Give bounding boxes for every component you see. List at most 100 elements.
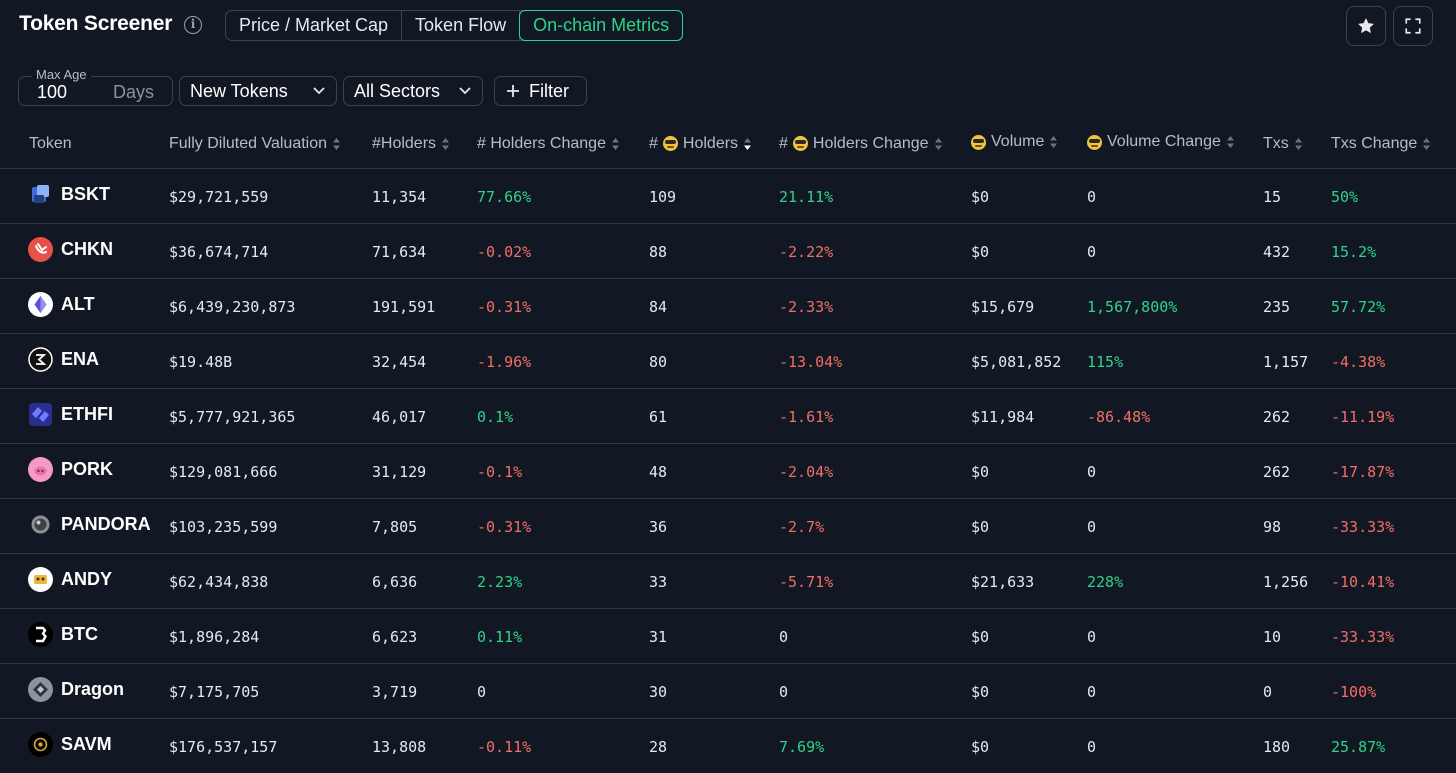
table-row[interactable]: ENA $19.48B 32,454 -1.96% 80 -13.04% $5,081,85… [0,333,1456,389]
table-row[interactable]: SAVM $176,537,157 13,808 -0.11% 28 7.69% $0 0 18… [0,718,1456,773]
tab-token-flow[interactable]: Token Flow [402,11,521,40]
col-header-sm-holders[interactable]: # Holders [649,120,779,169]
sm-holders-change-cell: -2.33% [779,278,971,334]
holders-change-cell: -1.96% [477,333,649,389]
holders-change-cell: -0.02% [477,223,649,279]
table-row[interactable]: ALT $6,439,230,873 191,591 -0.31% 84 -2.33% $1… [0,278,1456,334]
sm-holders-change-cell: -2.7% [779,498,971,554]
txs-change-cell: -33.33% [1331,498,1456,554]
sort-icon [1050,136,1058,148]
sm-holders-cell: 109 [649,168,779,224]
txs-change-cell: 25.87% [1331,718,1456,773]
token-cell[interactable]: BSKT [0,168,169,224]
sort-icon [442,137,450,150]
tab-price-market-cap[interactable]: Price / Market Cap [226,11,403,40]
token-name[interactable]: BSKT [61,183,110,204]
sm-holders-change-cell: 7.69% [779,718,971,773]
holders-cell: 6,623 [372,608,477,664]
fullscreen-button[interactable] [1393,6,1433,46]
token-name[interactable]: ETHFI [61,403,113,424]
table-row[interactable]: BSKT $29,721,559 11,354 77.66% 109 21.11% $0 0 1… [0,168,1456,224]
token-name[interactable]: PORK [61,458,114,479]
favorite-button[interactable] [1346,6,1386,46]
table-row[interactable]: ETHFI $5,777,921,365 46,017 0.1% 61 -1.61% $11… [0,388,1456,444]
holders-cell: 11,354 [372,168,477,224]
token-cell[interactable]: SAVM [0,718,169,773]
pandora-icon [28,512,53,537]
tab-on-chain-metrics[interactable]: On-chain Metrics [519,10,684,41]
ena-icon [28,346,53,372]
sm-holders-change-cell: -1.61% [779,388,971,444]
sort-icon [1226,136,1234,148]
holders-cell: 13,808 [372,718,477,773]
token-name[interactable]: SAVM [61,733,112,754]
table-row[interactable]: CHKN $36,674,714 71,634 -0.02% 88 -2.22% $0 0 43… [0,223,1456,279]
max-age-unit: Days [113,82,155,102]
ethfi-icon [28,402,53,427]
table-row[interactable]: PANDORA $103,235,599 7,805 -0.31% 36 -2.7% $0 0… [0,498,1456,554]
txs-cell: 235 [1263,278,1331,334]
token-cell[interactable]: PANDORA [0,498,169,554]
expand-icon [1405,18,1421,34]
filter-button[interactable]: Filter [494,76,587,106]
token-name[interactable]: ALT [61,293,95,314]
sm-holders-change-cell: -13.04% [779,333,971,389]
token-cell[interactable]: ANDY [0,553,169,609]
txs-change-cell: 50% [1331,168,1456,224]
token-name[interactable]: PANDORA [61,513,151,534]
sm-holders-cell: 84 [649,278,779,334]
table-row[interactable]: PORK $129,081,666 31,129 -0.1% 48 -2.04% $0 0 26… [0,443,1456,499]
txs-change-cell: -17.87% [1331,443,1456,499]
sm-volume-cell: $0 [971,718,1087,773]
col-header-sm-volume-change[interactable]: Volume Change [1087,120,1263,169]
col-header-sm-volume[interactable]: Volume [971,120,1087,169]
col-header-txs[interactable]: Txs [1263,120,1331,169]
txs-change-cell: -10.41% [1331,553,1456,609]
txs-cell: 432 [1263,223,1331,279]
token-name[interactable]: Dragon [61,678,124,699]
token-cell[interactable]: Dragon [0,663,169,719]
holders-cell: 32,454 [372,333,477,389]
holders-change-cell: 2.23% [477,553,649,609]
sort-icon [1294,137,1302,150]
sm-holders-cell: 88 [649,223,779,279]
table-row[interactable]: ANDY $62,434,838 6,636 2.23% 33 -5.71% $21,633… [0,553,1456,609]
token-cell[interactable]: CHKN [0,223,169,279]
token-cell[interactable]: ETHFI [0,388,169,444]
max-age-input[interactable]: Max Age 100 Days [18,67,173,106]
holders-cell: 191,591 [372,278,477,334]
holders-cell: 46,017 [372,388,477,444]
filter-bar: Max Age 100 Days New Tokens All Sectors … [0,62,1456,108]
sort-icon [611,137,619,150]
sm-volume-change-cell: 115% [1087,333,1263,389]
info-icon[interactable]: i [184,16,202,34]
col-header-holders-change[interactable]: # Holders Change [477,120,649,169]
token-type-dropdown[interactable]: New Tokens [179,76,337,106]
sort-desc-icon [744,137,752,150]
token-cell[interactable]: ALT [0,278,169,334]
holders-change-cell: -0.1% [477,443,649,499]
col-header-fdv[interactable]: Fully Diluted Valuation [169,120,372,169]
sectors-dropdown[interactable]: All Sectors [343,76,483,106]
token-name[interactable]: ANDY [61,568,113,589]
max-age-value[interactable]: 100 [37,82,68,102]
holders-change-cell: 0.11% [477,608,649,664]
holders-change-cell: -0.31% [477,498,649,554]
chkn-icon [28,236,53,262]
table-row[interactable]: BTC $1,896,284 6,623 0.11% 31 0 $0 0 10 -33.33% [0,608,1456,664]
token-cell[interactable]: PORK [0,443,169,499]
token-cell[interactable]: ENA [0,333,169,389]
sm-volume-cell: $0 [971,223,1087,279]
col-header-holders[interactable]: #Holders [372,120,477,169]
sm-volume-change-cell: 0 [1087,168,1263,224]
holders-change-cell: -0.31% [477,278,649,334]
token-cell[interactable]: BTC [0,608,169,664]
token-name[interactable]: CHKN [61,238,113,259]
token-name[interactable]: BTC [61,623,98,644]
table-row[interactable]: Dragon $7,175,705 3,719 0 30 0 $0 0 0 -100% [0,663,1456,719]
token-name[interactable]: ENA [61,348,100,369]
txs-change-cell: -11.19% [1331,388,1456,444]
andy-icon [28,566,53,592]
col-header-sm-holders-change[interactable]: # Holders Change [779,120,971,169]
col-header-txs-change[interactable]: Txs Change [1331,120,1456,169]
